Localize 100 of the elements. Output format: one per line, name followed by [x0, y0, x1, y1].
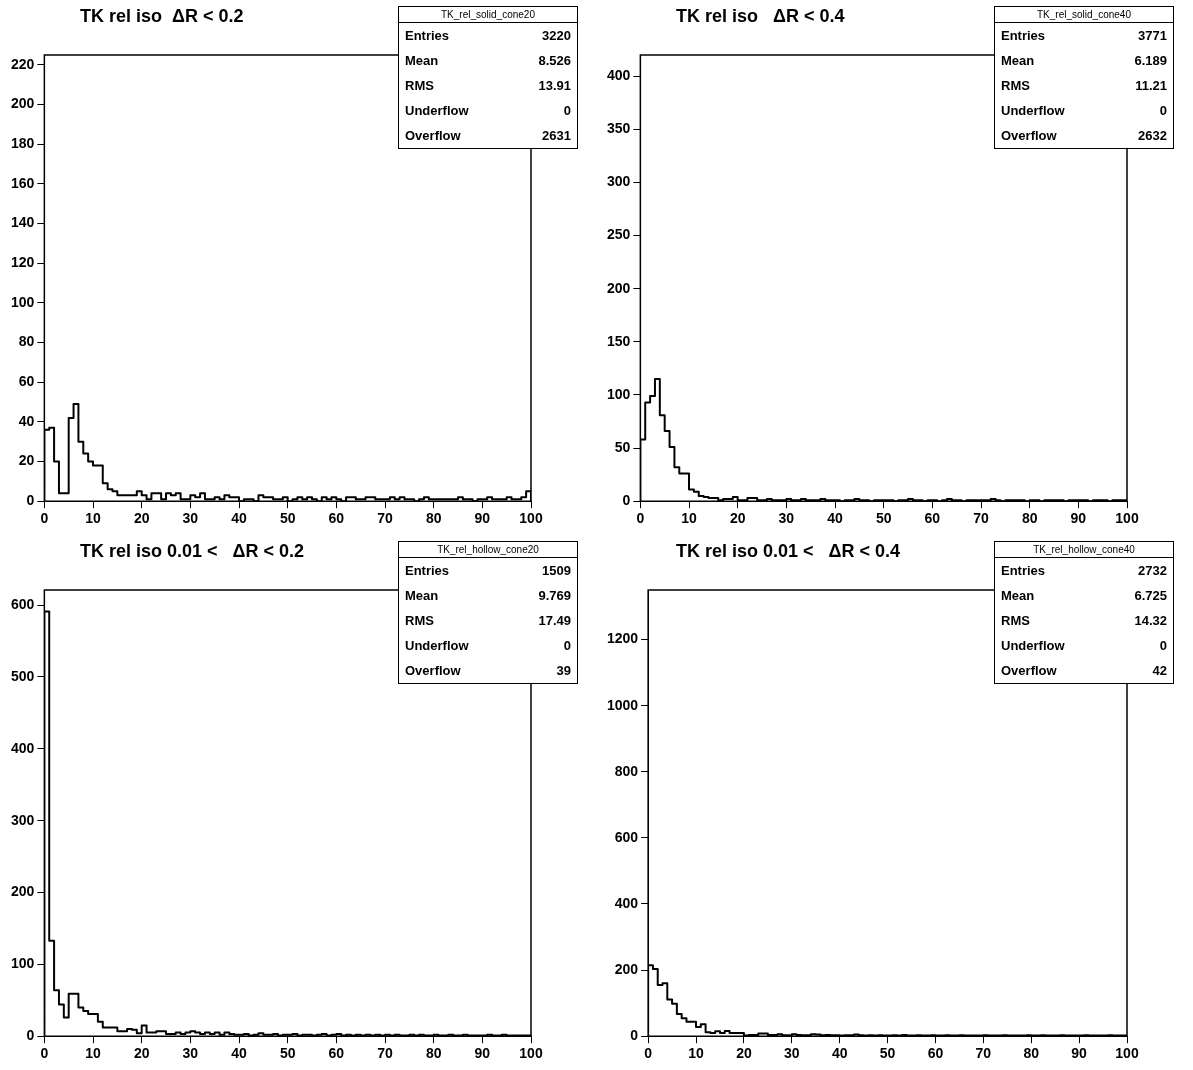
- y-tick-label: 1200: [606, 630, 639, 647]
- annotation: Mean: [405, 588, 439, 603]
- x-tick-label: 90: [1070, 510, 1087, 527]
- x-tick-label: 40: [831, 1045, 848, 1062]
- chart-title: TK rel iso 0.01 < ΔR < 0.4: [676, 541, 901, 562]
- annotation: Overflow: [1001, 128, 1057, 143]
- y-tick-label: 0: [622, 492, 631, 509]
- x-tick-label: 100: [1115, 1045, 1139, 1062]
- y-tick-label: 100: [11, 955, 35, 972]
- text: 14.32: [1134, 613, 1167, 628]
- text: TK_rel_hollow_cone20: [399, 542, 577, 558]
- y-tick-label: 60: [18, 373, 35, 390]
- x-tick-label: 30: [182, 510, 199, 527]
- y-tick-label: 0: [630, 1027, 639, 1044]
- x-tick-label: 60: [328, 510, 345, 527]
- y-tick-label: 200: [11, 883, 35, 900]
- x-tick-label: 20: [133, 1045, 150, 1062]
- x-tick-label: 90: [1071, 1045, 1088, 1062]
- text: 6.725: [1134, 588, 1167, 603]
- annotation: Overflow: [1001, 663, 1057, 678]
- y-tick-label: 50: [614, 438, 631, 455]
- text: 9.769: [538, 588, 571, 603]
- annotation: Mean: [1001, 588, 1035, 603]
- chart-title: TK rel iso 0.01 < ΔR < 0.2: [80, 541, 305, 562]
- x-tick-label: 70: [975, 1045, 992, 1062]
- y-tick-label: 100: [11, 293, 35, 310]
- y-tick-label: 250: [607, 226, 631, 243]
- text: 0: [1159, 103, 1167, 118]
- x-tick-label: 10: [688, 1045, 705, 1062]
- y-tick-label: 0: [26, 492, 35, 509]
- x-tick-label: 40: [827, 510, 844, 527]
- x-tick-label: 20: [133, 510, 150, 527]
- x-tick-label: 60: [924, 510, 941, 527]
- annotation: RMS: [405, 613, 434, 628]
- annotation: RMS: [1001, 613, 1030, 628]
- text: 0: [563, 103, 571, 118]
- text: Entries: [1001, 563, 1046, 578]
- text: 8.526: [538, 53, 571, 68]
- annotation: Underflow: [1001, 638, 1065, 653]
- y-tick-label: 400: [607, 67, 631, 84]
- x-tick-label: 100: [519, 1045, 543, 1062]
- y-tick-label: 200: [607, 279, 631, 296]
- text: 17.49: [538, 613, 571, 628]
- text: 1509: [542, 563, 571, 578]
- y-tick-label: 600: [11, 595, 35, 612]
- x-tick-label: 20: [736, 1045, 752, 1062]
- text: 13.91: [538, 78, 571, 93]
- annotation: Underflow: [1001, 103, 1065, 118]
- y-tick-label: 40: [18, 412, 35, 429]
- y-tick-label: 220: [11, 55, 35, 72]
- x-tick-label: 50: [279, 1045, 296, 1062]
- text: TK_rel_hollow_cone40: [995, 542, 1173, 558]
- annotation: Underflow: [405, 638, 469, 653]
- chart-title: TK rel iso ΔR < 0.4: [676, 6, 845, 27]
- x-tick-label: 10: [85, 510, 102, 527]
- y-tick-label: 180: [11, 135, 35, 152]
- y-tick-label: 300: [607, 173, 631, 190]
- x-tick-label: 90: [474, 510, 491, 527]
- text: 2631: [542, 128, 571, 143]
- annotation: Mean: [1001, 53, 1035, 68]
- text: 0: [1159, 638, 1167, 653]
- text: 2732: [1138, 563, 1167, 578]
- text: 42: [1152, 663, 1167, 678]
- annotation: Underflow: [405, 103, 469, 118]
- y-tick-label: 400: [614, 894, 639, 911]
- y-tick-label: 300: [11, 811, 35, 828]
- x-tick-label: 40: [231, 510, 248, 527]
- x-tick-label: 30: [778, 510, 795, 527]
- y-tick-label: 120: [11, 254, 35, 271]
- text: 0: [563, 638, 571, 653]
- x-tick-label: 30: [784, 1045, 800, 1062]
- y-tick-label: 200: [11, 95, 35, 112]
- y-tick-label: 200: [614, 960, 639, 977]
- y-tick-label: 80: [18, 333, 35, 350]
- y-tick-label: 100: [607, 385, 631, 402]
- y-tick-label: 500: [11, 667, 35, 684]
- x-tick-label: 0: [40, 510, 49, 527]
- text: TK_rel_solid_cone20: [399, 7, 577, 23]
- x-tick-label: 0: [40, 1045, 49, 1062]
- text: 2632: [1138, 128, 1167, 143]
- text: 11.21: [1135, 78, 1167, 93]
- x-tick-label: 80: [1023, 1045, 1040, 1062]
- x-tick-label: 10: [681, 510, 698, 527]
- text: 39: [556, 663, 571, 678]
- x-tick-label: 50: [279, 510, 296, 527]
- x-tick-label: 0: [644, 1045, 653, 1062]
- x-tick-label: 70: [973, 510, 989, 527]
- chart-title: TK rel iso ΔR < 0.2: [80, 6, 244, 27]
- x-tick-label: 100: [519, 510, 543, 527]
- annotation: RMS: [405, 78, 434, 93]
- x-tick-label: 50: [875, 510, 892, 527]
- x-tick-label: 10: [85, 1045, 102, 1062]
- y-tick-label: 1000: [606, 696, 639, 713]
- x-tick-label: 90: [474, 1045, 491, 1062]
- y-tick-label: 600: [614, 828, 639, 845]
- x-tick-label: 40: [231, 1045, 248, 1062]
- x-tick-label: 70: [377, 510, 393, 527]
- y-tick-label: 160: [11, 174, 35, 191]
- x-tick-label: 30: [182, 1045, 199, 1062]
- annotation: RMS: [1001, 78, 1030, 93]
